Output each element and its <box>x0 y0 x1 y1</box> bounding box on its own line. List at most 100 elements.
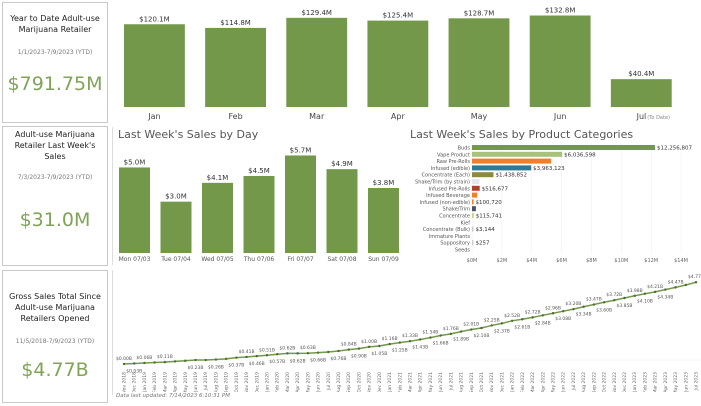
data-point <box>592 303 596 306</box>
last-updated-text: Data last updated: 7/14/2023 6:10:31 PM <box>116 393 230 399</box>
category-label: Infused (non-edible) <box>420 200 470 206</box>
data-label: $1.66B <box>433 341 449 347</box>
x-tick-label: Nov 2018 <box>122 372 128 392</box>
category-label: Infused (edible) <box>431 166 470 172</box>
category-label: Immature Plants <box>429 234 471 240</box>
x-tick-label: Jul 2023 <box>694 372 700 391</box>
bar <box>472 185 480 191</box>
category-label: Buds <box>458 146 471 152</box>
data-label: $0.84B <box>341 342 357 348</box>
x-tick-label: Oct 2022 <box>602 372 608 392</box>
data-point <box>510 319 514 322</box>
x-tick-label: Aug 2019 <box>213 372 219 392</box>
data-point <box>224 357 228 361</box>
tick-label: Sat 07/08 <box>327 256 356 263</box>
x-tick-label: Apr 2019 <box>173 372 179 392</box>
bar <box>472 179 480 184</box>
data-label: $0.23B <box>188 365 204 371</box>
data-label: $100,720 <box>476 200 503 206</box>
data-point <box>572 307 575 311</box>
x-tick-label: Feb 2020 <box>275 372 281 392</box>
data-label: $2.61B <box>514 324 530 330</box>
x-tick-label: Sep 2020 <box>346 372 352 392</box>
x-tick-label: Dec 2019 <box>254 372 260 392</box>
data-label: $3.20B <box>565 301 581 307</box>
x-tick-label: May 2019 <box>183 372 189 392</box>
x-tick-label: Oct 2019 <box>234 372 240 392</box>
category-label: Raw Pre-Rolls <box>436 159 470 165</box>
x-tick-label: Jul 2022 <box>571 372 577 391</box>
tick-label: Mar <box>309 112 325 121</box>
data-label: $3,144 <box>476 227 496 233</box>
x-tick-label: Feb 2021 <box>397 372 403 392</box>
data-point <box>153 361 156 364</box>
data-label: $1.76B <box>443 326 459 332</box>
x-tick-label: May 2020 <box>305 372 311 392</box>
data-label: $125.4M <box>383 12 414 20</box>
bar <box>124 24 185 108</box>
data-label: $4.9M <box>331 160 353 168</box>
data-label: $0.41B <box>239 349 255 355</box>
data-point <box>214 358 218 361</box>
bar <box>472 158 552 164</box>
bar <box>119 167 150 253</box>
x-tick-label: Mar 2020 <box>285 372 291 392</box>
daily-sales-chart: $5.0M Mon 07/03 $3.0M Tue 07/04 $4.1M Wed 07/… <box>119 146 399 263</box>
x-tick-label: Dec 2021 <box>499 372 505 392</box>
data-point <box>490 324 493 327</box>
x-tick-label: Jun 2023 <box>683 372 689 392</box>
data-point <box>653 290 657 294</box>
x-tick-label: Apr 2021 <box>418 372 424 392</box>
data-label: $1.16B <box>382 336 398 342</box>
x-tick-label: Jun 2020 <box>316 372 322 392</box>
x-tick-label: Apr 2020 <box>295 372 301 392</box>
data-label: $2.52B <box>504 313 520 319</box>
x-tick-label: $14M <box>674 258 688 264</box>
category-label: Shake/Trim (by strain) <box>415 180 470 186</box>
x-tick-label: Aug 2021 <box>459 372 465 392</box>
x-tick-label: Nov 2019 <box>244 372 250 392</box>
category-label: Shake/Trim <box>442 207 470 213</box>
data-label: $0.26B <box>208 365 224 371</box>
bar <box>472 172 494 178</box>
bar <box>472 226 474 232</box>
x-tick-label: $0M <box>467 258 478 264</box>
x-tick-label: Sep 2022 <box>591 372 597 392</box>
x-tick-label: Apr 2022 <box>540 372 546 392</box>
x-tick-label: Mar 2022 <box>530 372 536 392</box>
bar <box>472 145 656 150</box>
card-date-range: 11/5/2018-7/9/2023 (YTD) <box>15 338 95 345</box>
data-point <box>296 352 299 355</box>
data-label: $0.37B <box>228 363 244 369</box>
data-label: $1.43B <box>412 344 428 350</box>
data-point <box>173 360 177 363</box>
data-point <box>265 354 269 357</box>
data-point <box>388 342 391 346</box>
data-point <box>531 316 534 319</box>
card-date-range: 1/1/2023-7/9/2023 (YTD) <box>17 49 93 56</box>
bar <box>202 182 233 253</box>
data-label: $4.34B <box>657 295 673 301</box>
x-tick-label: Dec 2022 <box>622 372 628 392</box>
data-point <box>500 322 504 325</box>
x-tick-label: $6M <box>556 258 567 264</box>
category-label: Concentrate (Each) <box>422 173 471 179</box>
x-tick-label: Jan 2023 <box>632 372 638 392</box>
bar <box>286 17 348 107</box>
card-date-range: 7/3/2023-7/9/2023 (YTD) <box>17 174 93 181</box>
data-point <box>602 301 606 304</box>
x-tick-label: Apr 2023 <box>663 372 669 392</box>
ytd-sales-card: Year to Date Adult-use Marijuana Retaile… <box>2 2 108 123</box>
data-label: $3.85B <box>617 303 633 309</box>
data-point <box>664 288 667 291</box>
x-tick-label: Mar 2021 <box>408 372 414 392</box>
data-point <box>133 362 136 365</box>
data-label: $4.10B <box>637 299 653 305</box>
data-label: $4.21B <box>647 284 663 290</box>
monthly-sales-chart: $120.1M Jan $114.8M Feb $129.4M Mar $125.4M Apr… <box>124 7 672 121</box>
category-label: Suppository <box>440 241 470 247</box>
bar <box>448 18 510 108</box>
data-label: $3.72B <box>606 292 622 298</box>
bar <box>285 155 316 253</box>
